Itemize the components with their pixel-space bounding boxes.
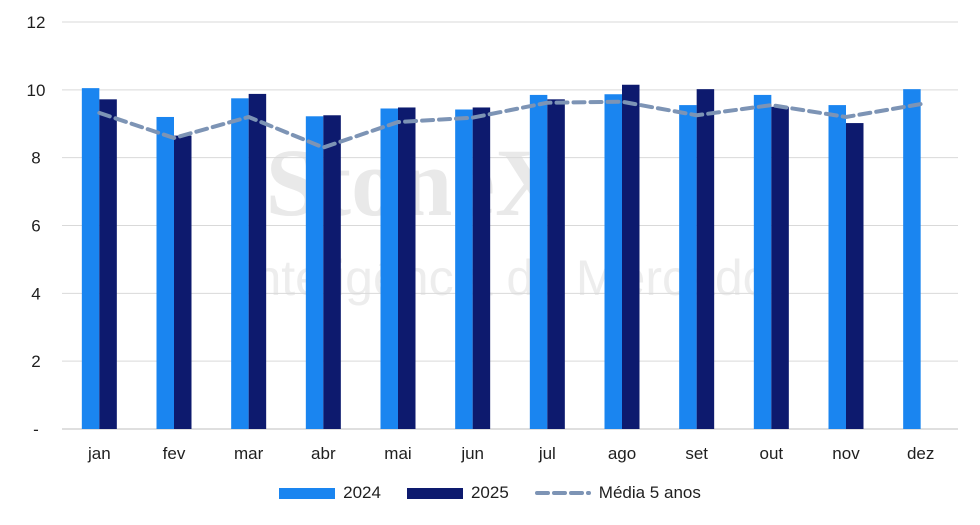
bar-2025-mai bbox=[398, 107, 416, 429]
legend: 2024 2025 Média 5 anos bbox=[0, 478, 980, 508]
y-axis-tick-labels: - 2 4 6 8 10 12 bbox=[27, 13, 46, 439]
average-line-group bbox=[97, 99, 923, 150]
legend-swatch-media bbox=[534, 491, 591, 495]
gridlines bbox=[62, 21, 958, 430]
y-tick-label: 8 bbox=[31, 149, 40, 168]
bar-2025-abr bbox=[323, 115, 341, 429]
bar-2025-out bbox=[771, 106, 789, 430]
bar-2024-fev bbox=[156, 116, 174, 429]
bar-2024-out bbox=[753, 94, 772, 429]
bar-2025-jun bbox=[472, 107, 491, 429]
bar-2025-ago bbox=[622, 84, 640, 429]
bar-2025-jul bbox=[547, 99, 565, 429]
average-line bbox=[97, 99, 923, 150]
bar-2024-jan bbox=[81, 88, 100, 429]
x-tick-label: jan bbox=[87, 444, 111, 463]
legend-swatch-2025 bbox=[406, 487, 463, 499]
bar-2024-jul bbox=[529, 94, 548, 429]
bar-2024-mar bbox=[231, 98, 249, 429]
legend-label-2024: 2024 bbox=[343, 483, 381, 502]
x-axis-tick-labels: jan fev mar abr mai jun jul ago set out nov dez bbox=[87, 444, 934, 463]
chart: StoneX Inteligência de Mercado -24681012… bbox=[27, 13, 958, 463]
x-tick-label: set bbox=[685, 444, 708, 463]
bar-2025-set bbox=[696, 89, 715, 429]
bar-2024-ago bbox=[604, 94, 622, 430]
bar-2024-abr bbox=[305, 116, 324, 429]
x-tick-label: jul bbox=[538, 444, 556, 463]
x-tick-label: fev bbox=[163, 444, 186, 463]
x-tick-label: mar bbox=[234, 444, 264, 463]
x-tick-label: out bbox=[760, 444, 784, 463]
bar-2024-set bbox=[679, 105, 697, 430]
x-tick-label: jun bbox=[460, 444, 484, 463]
bar-2024-nov bbox=[828, 105, 846, 430]
bar-2025-jan bbox=[99, 99, 117, 429]
legend-label-2025: 2025 bbox=[470, 483, 509, 502]
x-tick-label: abr bbox=[311, 444, 336, 463]
y-tick-label: 4 bbox=[31, 284, 40, 303]
x-tick-label: nov bbox=[832, 444, 860, 463]
bar-2024-jun bbox=[455, 109, 473, 429]
legend-item-media: Média 5 anos bbox=[534, 483, 701, 503]
bar-2025-mar bbox=[248, 93, 267, 430]
bar-2025-nov bbox=[846, 123, 864, 430]
x-tick-label: mai bbox=[384, 444, 411, 463]
y-tick-label: 12 bbox=[27, 13, 46, 32]
bars bbox=[81, 84, 921, 430]
x-tick-label: ago bbox=[608, 444, 636, 463]
bar-2025-fev bbox=[174, 135, 192, 429]
bar-2024-dez bbox=[903, 89, 921, 429]
y-tick-label: 2 bbox=[31, 352, 40, 371]
y-tick-label: 10 bbox=[27, 81, 46, 100]
legend-swatch-2024 bbox=[279, 487, 336, 499]
legend-item-2024: 2024 bbox=[279, 483, 381, 503]
legend-item-2025: 2025 bbox=[406, 483, 509, 503]
bar-2024-mai bbox=[380, 108, 398, 430]
y-tick-label: - bbox=[33, 420, 39, 439]
y-tick-label: 6 bbox=[31, 217, 40, 236]
legend-label-media: Média 5 anos bbox=[598, 483, 701, 502]
x-tick-label: dez bbox=[907, 444, 934, 463]
